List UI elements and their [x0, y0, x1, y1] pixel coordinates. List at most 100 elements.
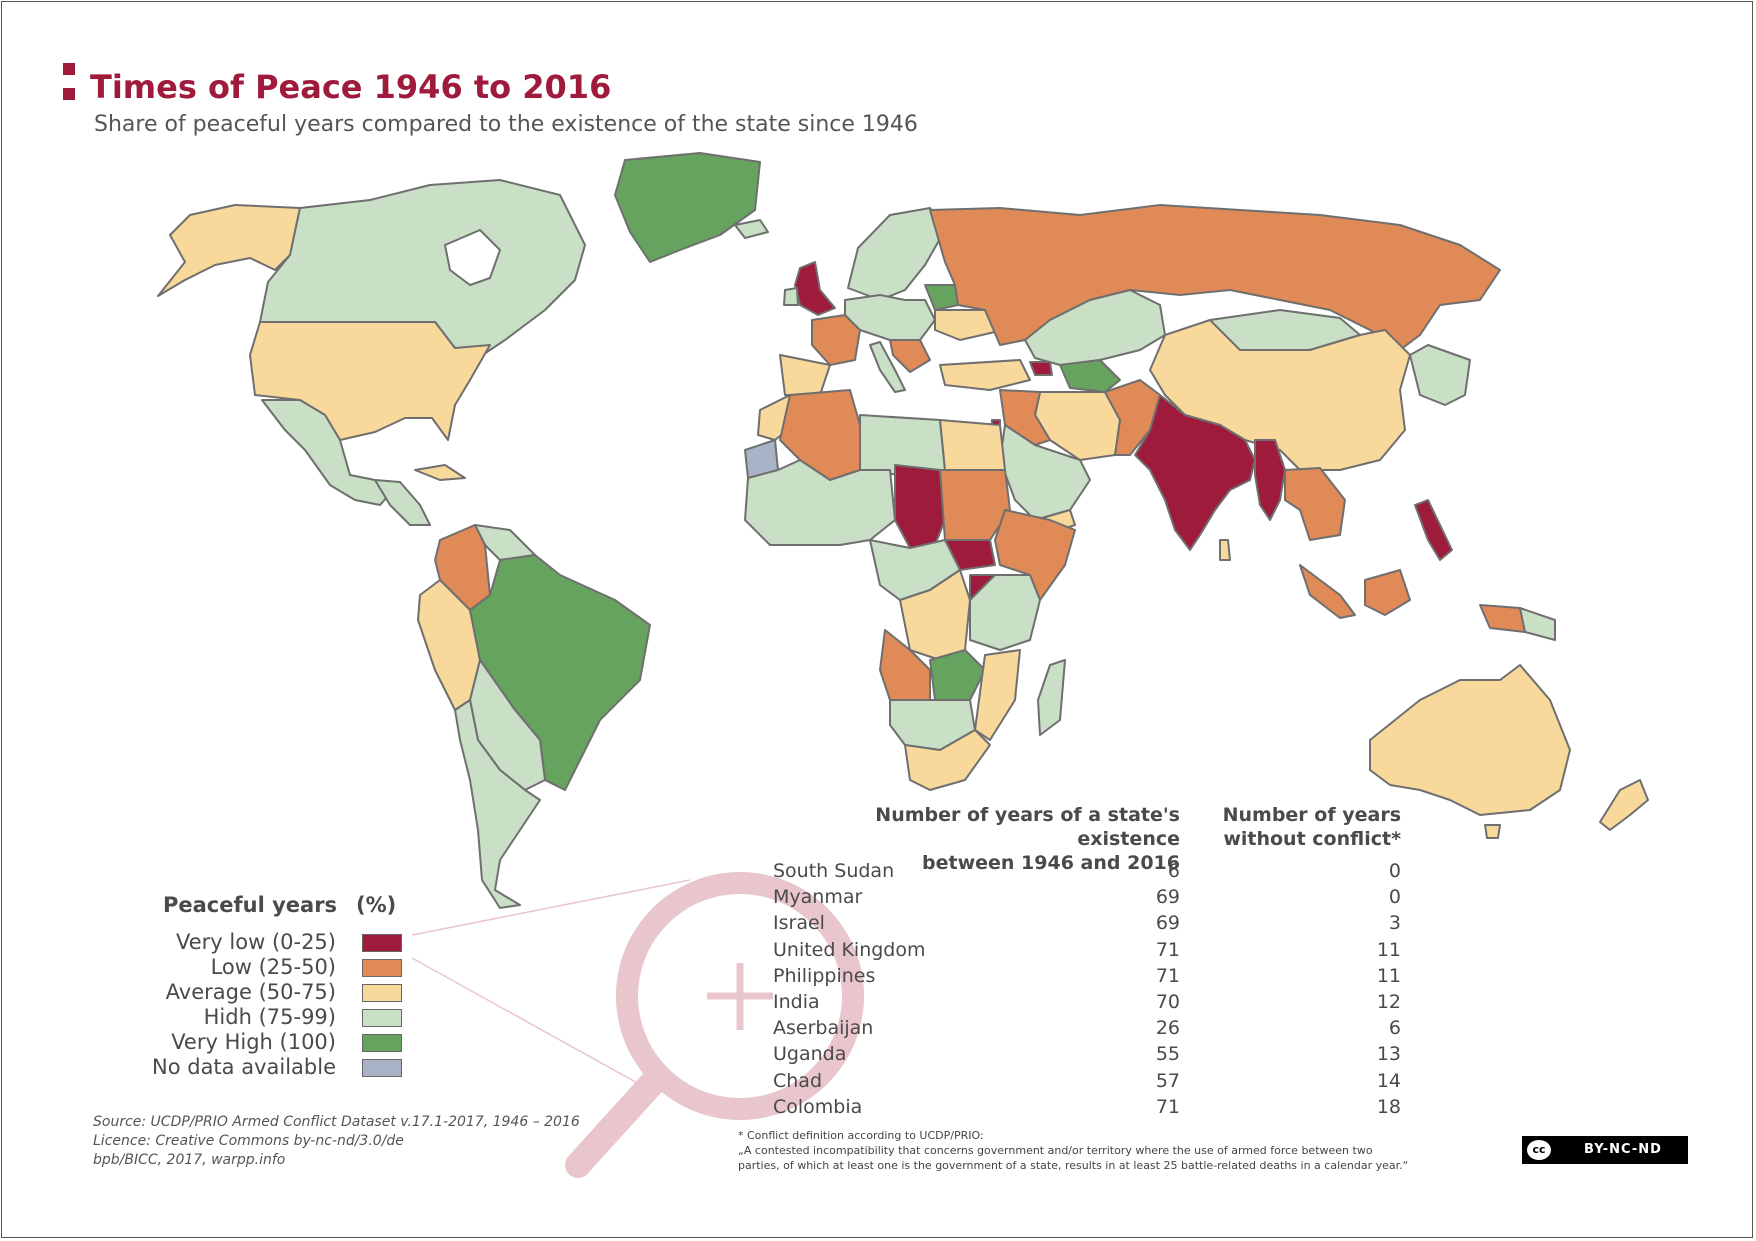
legend-swatch-very-low	[362, 934, 402, 952]
region-tasmania	[1484, 824, 1501, 839]
years-existence: 71	[1155, 939, 1180, 961]
table-header-peace-line1: Number of years	[1222, 804, 1401, 826]
years-existence: 69	[1155, 912, 1180, 934]
table-header-peace: Number of years without conflict*	[1200, 803, 1401, 851]
page-title: Times of Peace 1946 to 2016	[90, 68, 612, 106]
legend-label: Low (25-50)	[210, 955, 336, 979]
region-zambia	[929, 649, 986, 701]
region-west-africa	[744, 459, 896, 546]
years-existence: 26	[1155, 1017, 1180, 1039]
region-borneo	[1364, 569, 1411, 616]
years-existence: 6	[1167, 860, 1180, 882]
country-name: Colombia	[773, 1096, 863, 1118]
legend-swatch-no-data	[362, 1059, 402, 1077]
region-sri-lanka	[1219, 539, 1231, 561]
page-subtitle: Share of peaceful years compared to the …	[94, 112, 918, 137]
legend-swatch-average	[362, 984, 402, 1002]
years-peace: 0	[1388, 886, 1401, 908]
source-line-licence: Licence: Creative Commons by-nc-nd/3.0/d…	[93, 1133, 404, 1149]
region-balkans	[889, 339, 931, 373]
table-header-years-line2: between 1946 and 2016	[922, 852, 1180, 874]
source-line-dataset: Source: UCDP/PRIO Armed Conflict Dataset…	[93, 1114, 580, 1130]
region-iceland	[734, 219, 769, 239]
conflict-definition-footnote: * Conflict definition according to UCDP/…	[738, 1128, 1498, 1173]
table-row: Chad 57 14	[773, 1070, 1403, 1096]
region-south-africa	[904, 729, 991, 791]
years-peace: 11	[1376, 939, 1401, 961]
table-row: South Sudan 6 0	[773, 860, 1403, 886]
legend-item-very-high: Very High (100)	[120, 1030, 410, 1054]
license-badge: cc BY-NC-ND	[1522, 1136, 1688, 1164]
region-italy	[869, 341, 906, 393]
region-greenland	[614, 152, 761, 263]
region-philippines	[1414, 499, 1453, 561]
table-header-peace-line2: without conflict*	[1223, 828, 1401, 850]
country-name: Uganda	[773, 1043, 847, 1065]
region-central-europe	[844, 294, 936, 341]
legend-item-high: Hidh (75-99)	[120, 1005, 410, 1029]
region-myanmar	[1254, 439, 1286, 521]
table-header-years-line1: Number of years of a state's existence	[875, 804, 1180, 850]
title-marker-top	[63, 63, 75, 75]
table-row: Uganda 55 13	[773, 1043, 1403, 1069]
region-central-america	[374, 479, 431, 526]
table-row: Philippines 71 11	[773, 965, 1403, 991]
region-korea-japan	[1409, 344, 1471, 406]
region-afghanistan-pakistan	[1104, 379, 1161, 456]
table-row: Colombia 71 18	[773, 1096, 1403, 1122]
legend-swatch-high	[362, 1009, 402, 1027]
years-existence: 71	[1155, 965, 1180, 987]
country-name: Myanmar	[773, 886, 863, 908]
years-existence: 71	[1155, 1096, 1180, 1118]
legend-item-low: Low (25-50)	[120, 955, 410, 979]
region-russia	[929, 204, 1501, 351]
country-name: South Sudan	[773, 860, 895, 882]
region-png	[1519, 607, 1556, 641]
cc-icon: cc	[1527, 1140, 1551, 1160]
region-turkmenistan	[1059, 359, 1121, 393]
years-peace: 13	[1376, 1043, 1401, 1065]
legend-label: Hidh (75-99)	[203, 1005, 336, 1029]
region-alaska	[157, 204, 301, 297]
region-mozambique	[974, 649, 1021, 741]
region-ukraine	[934, 309, 996, 341]
table-row: Myanmar 69 0	[773, 886, 1403, 912]
table-row: India 70 12	[773, 991, 1403, 1017]
region-australia	[1369, 664, 1571, 816]
table-row: Israel 69 3	[773, 912, 1403, 938]
years-peace: 12	[1376, 991, 1401, 1013]
region-iberia	[779, 354, 831, 396]
magnifier-lens	[616, 872, 864, 1120]
footnote-line-1: * Conflict definition according to UCDP/…	[738, 1129, 984, 1142]
country-name: India	[773, 991, 820, 1013]
country-name: Israel	[773, 912, 825, 934]
years-peace: 11	[1376, 965, 1401, 987]
region-congo	[899, 569, 971, 661]
table-header-years: Number of years of a state's existence b…	[773, 803, 1180, 875]
region-indonesia-west	[1299, 564, 1356, 619]
license-badge-text: BY-NC-ND	[1584, 1142, 1662, 1157]
region-azerbaijan	[1029, 361, 1053, 376]
region-usa	[249, 321, 491, 441]
years-existence: 69	[1155, 886, 1180, 908]
country-name: Chad	[773, 1070, 823, 1092]
legend-title: Peaceful years	[163, 893, 338, 917]
years-existence: 70	[1155, 991, 1180, 1013]
country-name: Aserbaijan	[773, 1017, 874, 1039]
years-existence: 55	[1155, 1043, 1180, 1065]
region-hudson-bay	[444, 229, 501, 286]
source-note: Source: UCDP/PRIO Armed Conflict Dataset…	[93, 1113, 580, 1170]
legend-label: Very low (0-25)	[176, 930, 336, 954]
magnifier-illustration	[411, 872, 864, 1178]
title-marker-bottom	[63, 88, 75, 100]
country-name: United Kingdom	[773, 939, 926, 961]
region-madagascar	[1037, 659, 1066, 736]
years-peace: 3	[1388, 912, 1401, 934]
legend-swatch-very-high	[362, 1034, 402, 1052]
source-line-publisher: bpb/BICC, 2017, warpp.info	[93, 1152, 286, 1168]
footnote-line-2: „A contested incompatibility that concer…	[738, 1144, 1373, 1157]
region-egypt	[939, 419, 1006, 471]
legend-label: Very High (100)	[171, 1030, 336, 1054]
